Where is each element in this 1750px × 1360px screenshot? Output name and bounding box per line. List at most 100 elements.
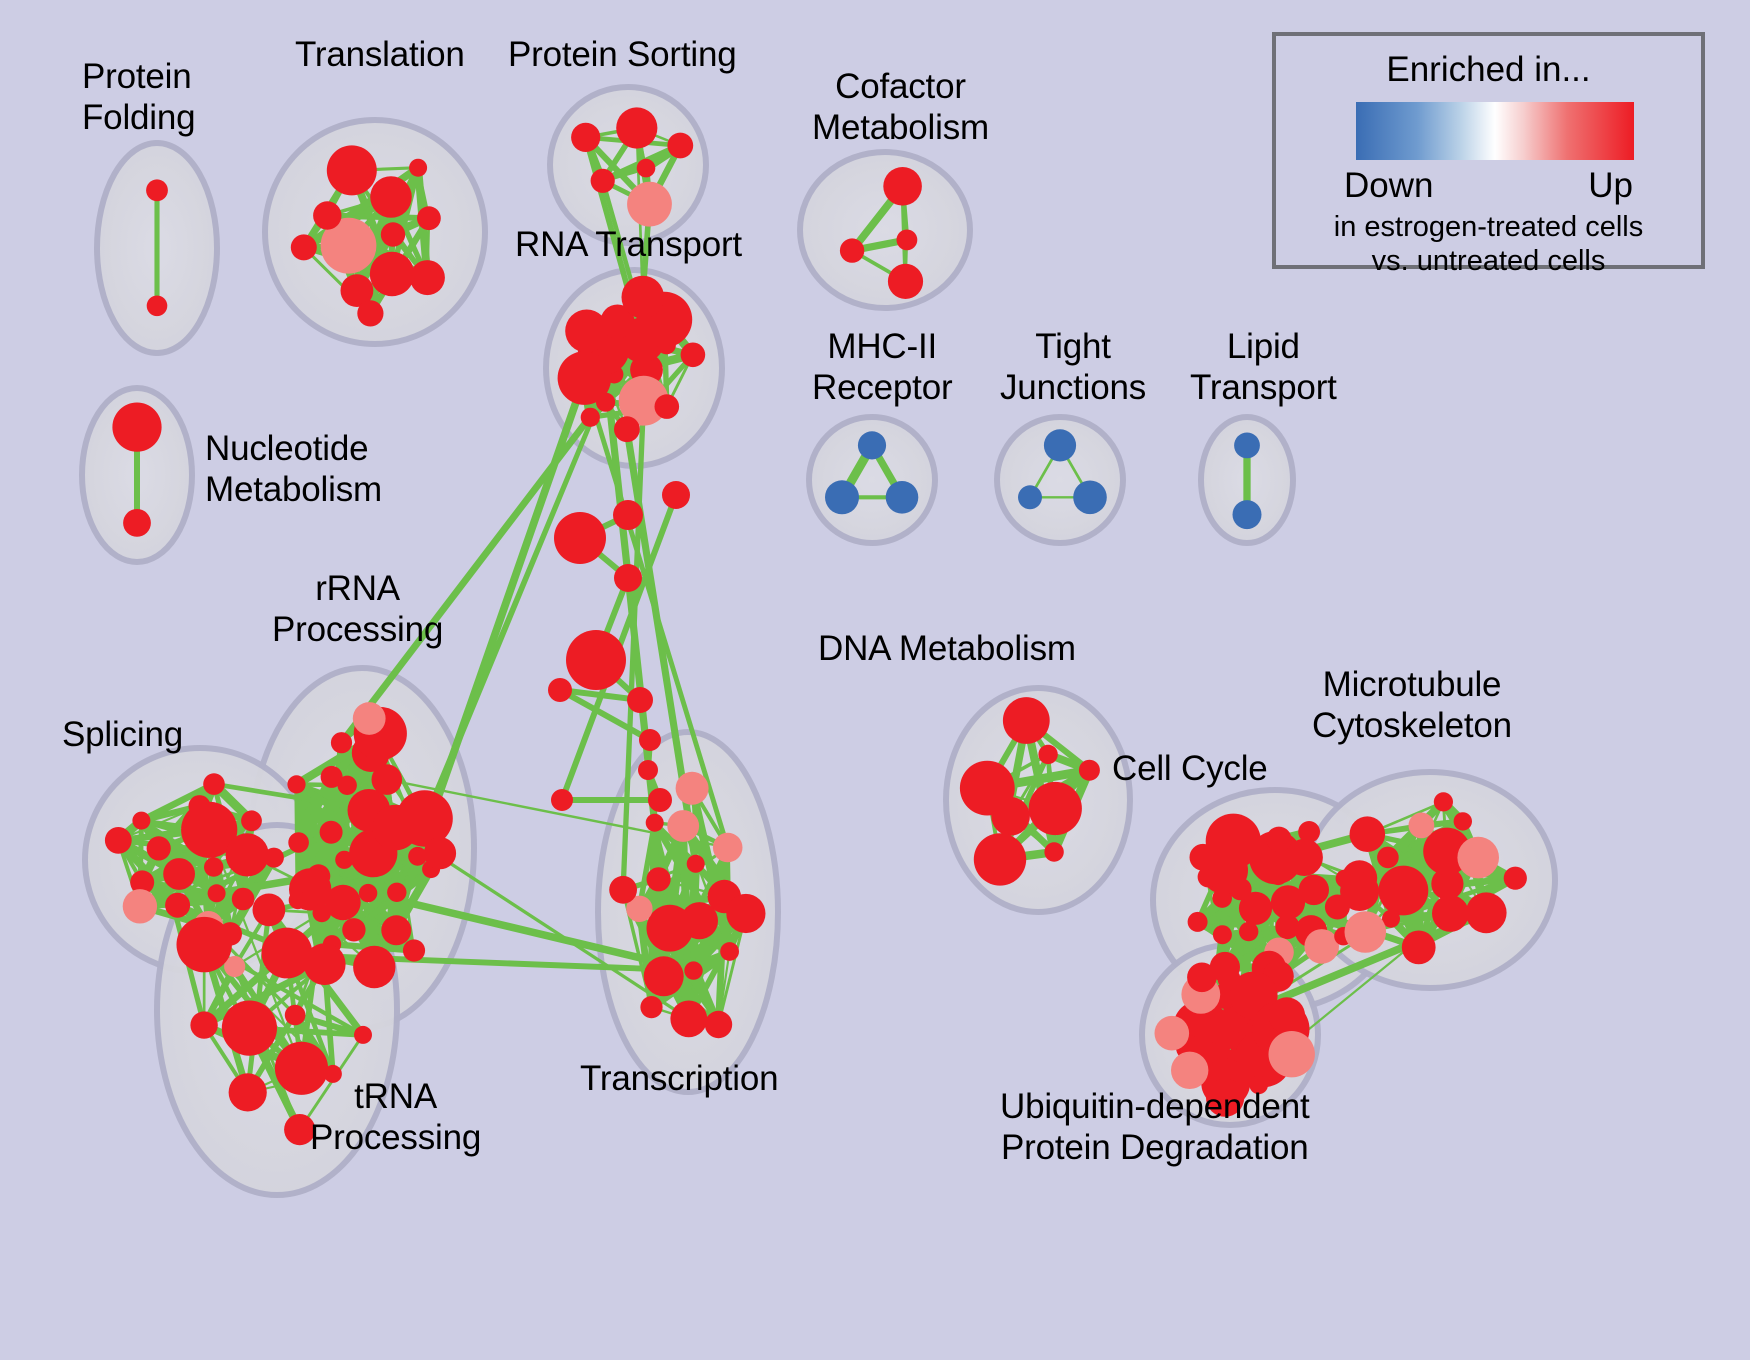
network-node [614, 564, 642, 592]
network-node [1340, 872, 1380, 911]
network-node [1206, 1078, 1245, 1117]
network-node [1268, 1031, 1315, 1078]
network-node [565, 309, 609, 353]
network-node [548, 678, 572, 702]
edge [717, 846, 730, 1026]
network-node [621, 275, 665, 319]
network-node [1239, 921, 1259, 942]
network-node [163, 858, 196, 890]
network-node [225, 833, 269, 877]
network-node [896, 229, 918, 251]
cluster-label-lipid-transport: Lipid Transport [1190, 327, 1337, 407]
network-node [643, 956, 684, 997]
network-node [704, 1010, 733, 1039]
network-node [686, 854, 705, 873]
network-node [370, 176, 412, 218]
network-node [1002, 697, 1050, 744]
network-node [1043, 429, 1077, 462]
network-node [231, 887, 255, 911]
network-node [648, 788, 672, 812]
network-node [887, 263, 924, 299]
network-node [288, 832, 309, 853]
cluster-label-protein-folding: Protein Folding [82, 57, 196, 137]
legend-title: Enriched in... [1386, 50, 1591, 89]
network-node [353, 945, 396, 989]
network-node [146, 295, 168, 317]
network-node [1432, 895, 1469, 932]
network-node [1298, 821, 1320, 843]
network-node [1457, 836, 1499, 879]
cluster-label-cell-cycle: Cell Cycle [1112, 749, 1268, 788]
nodes-layer [104, 107, 1527, 1146]
network-node [551, 789, 573, 811]
network-node [335, 850, 354, 869]
network-node [1298, 874, 1330, 906]
network-node [973, 833, 1027, 886]
cluster-label-dna-metabolism: DNA Metabolism [818, 629, 1076, 668]
network-node [357, 300, 384, 327]
network-node [557, 351, 612, 405]
network-node [554, 512, 606, 564]
cluster-label-rrna-processing: rRNA Processing [272, 569, 444, 649]
cluster-hull-cofactor-metabolism [797, 149, 973, 311]
network-node [423, 837, 457, 870]
network-node [654, 394, 680, 419]
network-node [1408, 812, 1435, 839]
network-node [580, 407, 600, 427]
network-node [320, 217, 377, 274]
network-node [409, 260, 445, 296]
network-node [165, 892, 191, 918]
network-node [1154, 1015, 1190, 1051]
network-node [636, 158, 656, 178]
network-node [188, 795, 211, 818]
network-node [1205, 813, 1261, 869]
network-node [712, 832, 743, 863]
cluster-label-ubiquitin-protein-degradation: Ubiquitin-dependent Protein Degradation [1000, 1087, 1310, 1167]
network-node [1197, 866, 1219, 888]
network-node [618, 375, 669, 426]
network-node [885, 481, 919, 514]
network-node [638, 760, 658, 780]
cluster-label-tight-junctions: Tight Junctions [1000, 327, 1147, 407]
network-node [616, 107, 658, 149]
network-node [1212, 925, 1232, 945]
network-node [959, 760, 1015, 816]
network-node [839, 238, 865, 263]
spine-edge [557, 687, 653, 743]
network-node [204, 857, 224, 877]
network-node [1285, 838, 1323, 877]
edge [138, 878, 247, 903]
inter-cluster-edge [364, 889, 698, 975]
network-node [566, 630, 626, 690]
cluster-label-nucleotide-metabolism: Nucleotide Metabolism [205, 429, 382, 509]
network-node [1344, 911, 1387, 953]
network-node [627, 687, 653, 713]
legend-subtitle-line2: vs. untreated cells [1371, 245, 1606, 277]
network-node [1378, 865, 1429, 916]
network-node [1266, 826, 1292, 852]
network-node [1433, 792, 1453, 812]
network-node [337, 775, 357, 795]
network-node [417, 206, 441, 231]
network-node [1382, 909, 1400, 928]
network-node [342, 918, 366, 942]
network-node [123, 509, 151, 537]
network-node [1171, 1051, 1209, 1090]
network-node [667, 132, 694, 159]
network-node [326, 145, 377, 196]
network-node [284, 1004, 306, 1026]
network-node [402, 939, 426, 962]
network-node [190, 1011, 218, 1039]
network-node [371, 764, 403, 795]
network-node [825, 480, 859, 515]
legend-down-label: Down [1344, 166, 1434, 205]
network-node [409, 158, 428, 177]
network-node [319, 820, 343, 844]
network-node [1232, 500, 1262, 530]
network-node [1217, 967, 1241, 991]
network-node [408, 846, 427, 866]
network-node [104, 827, 132, 854]
network-node [639, 729, 661, 751]
